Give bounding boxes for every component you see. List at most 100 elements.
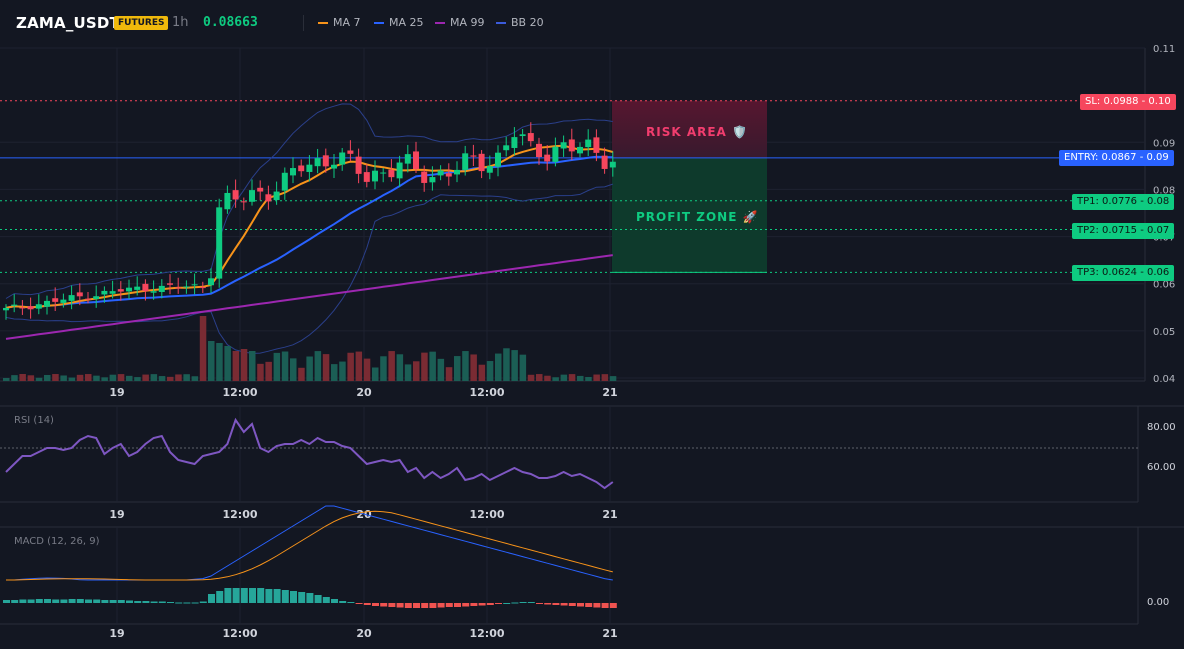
macd-histogram-bar <box>421 603 429 608</box>
volume-bar <box>27 375 35 381</box>
time-tick-label: 21 <box>602 386 617 399</box>
volume-bar <box>413 361 420 381</box>
candle-body <box>495 152 501 167</box>
candle-body <box>35 304 42 309</box>
macd-histogram-bar <box>437 603 445 608</box>
macd-histogram-bar <box>76 599 84 603</box>
price-tick-label: 0.08 <box>1153 185 1175 196</box>
macd-histogram-bar <box>19 599 27 603</box>
entry-price-label: ENTRY: 0.0867 - 0.09 <box>1059 150 1174 166</box>
candle-body <box>347 150 354 154</box>
macd-histogram-bar <box>208 594 215 603</box>
timeframe-label[interactable]: 1h <box>172 15 189 30</box>
volume-bar <box>372 367 379 381</box>
volume-bar <box>363 358 371 381</box>
macd-histogram-bar <box>552 603 560 605</box>
legend-ma99[interactable]: MA 99 <box>435 16 485 29</box>
macd-histogram-bar <box>126 600 133 603</box>
candle-body <box>478 153 485 172</box>
time-tick-label: 12:00 <box>222 386 257 399</box>
candle-body <box>150 291 157 293</box>
candle-body <box>552 146 559 162</box>
macd-histogram-bar <box>486 603 494 605</box>
legend-ma7[interactable]: MA 7 <box>318 16 361 29</box>
macd-histogram-bar <box>60 599 68 603</box>
legend-bb20[interactable]: BB 20 <box>496 16 544 29</box>
candle-body <box>93 296 100 300</box>
candle-body <box>216 207 223 279</box>
risk-area-label: RISK AREA 🛡️ <box>646 125 748 139</box>
price-tick-label: 0.09 <box>1153 138 1175 149</box>
candle-body <box>322 155 329 167</box>
volume-bar <box>257 363 264 381</box>
tp3-price-label: TP3: 0.0624 - 0.06 <box>1072 265 1175 281</box>
legend-ma25[interactable]: MA 25 <box>374 16 424 29</box>
candle-body <box>454 169 460 175</box>
candle-body <box>577 146 583 154</box>
volume-bar <box>380 356 387 381</box>
time-tick-label: 12:00 <box>222 627 257 640</box>
volume-bar <box>298 367 305 381</box>
candle-body <box>76 292 83 297</box>
tp1-price-label: TP1: 0.0776 - 0.08 <box>1072 194 1175 210</box>
macd-histogram-bar <box>117 600 125 603</box>
volume-bar <box>470 354 477 381</box>
candle-body <box>134 286 141 290</box>
candle-body <box>609 161 616 168</box>
macd-histogram-bar <box>101 600 109 603</box>
volume-bar <box>495 353 502 381</box>
last-price: 0.08663 <box>203 15 258 30</box>
macd-histogram-bar <box>470 603 478 606</box>
candle-body <box>175 287 182 289</box>
candle-body <box>281 172 288 191</box>
macd-histogram-bar <box>585 603 593 607</box>
macd-histogram-bar <box>511 602 519 604</box>
candle-body <box>183 286 190 288</box>
volume-bar <box>462 351 469 381</box>
macd-histogram-bar <box>314 595 322 603</box>
candle-body <box>290 168 296 176</box>
volume-bar <box>421 352 428 381</box>
volume-bar <box>249 351 256 381</box>
volume-bar <box>117 374 125 381</box>
candle-body <box>568 139 575 152</box>
candle-body <box>355 156 362 174</box>
time-tick-label: 12:00 <box>469 508 504 521</box>
time-tick-label: 21 <box>602 508 617 521</box>
volume-bar <box>265 361 272 381</box>
symbol-name[interactable]: ZAMA_USDT <box>16 14 120 32</box>
candle-body <box>19 307 26 309</box>
candle-body <box>429 177 436 183</box>
macd-histogram-bar <box>306 593 314 603</box>
time-tick-label: 20 <box>356 386 372 399</box>
volume-bar <box>306 356 313 381</box>
candle-body <box>585 139 592 148</box>
volume-bar <box>544 375 551 381</box>
macd-histogram-bar <box>519 602 527 603</box>
bb-upper-line <box>5 103 613 299</box>
macd-histogram-bar <box>495 603 502 604</box>
candle-body <box>240 201 247 203</box>
volume-bar <box>339 361 346 381</box>
time-tick-label: 12:00 <box>469 627 504 640</box>
candle-body <box>470 155 477 157</box>
candle-body <box>208 278 214 286</box>
macd-histogram-bar <box>396 603 404 608</box>
macd-histogram-bar <box>363 603 371 605</box>
candle-body <box>142 283 149 292</box>
volume-bar <box>552 377 559 381</box>
candle-body <box>11 304 18 306</box>
volume-bar <box>76 374 84 381</box>
volume-bar <box>388 351 395 381</box>
volume-bar <box>331 364 338 381</box>
volume-bar <box>560 374 568 381</box>
macd-histogram-bar <box>191 602 199 604</box>
candle-body <box>85 298 91 300</box>
macd-histogram-bar <box>429 603 437 608</box>
macd-histogram-bar <box>167 602 174 603</box>
volume-bar <box>150 374 158 381</box>
volume-bar <box>68 377 76 381</box>
volume-bar <box>158 376 166 381</box>
macd-histogram-bar <box>298 592 306 603</box>
